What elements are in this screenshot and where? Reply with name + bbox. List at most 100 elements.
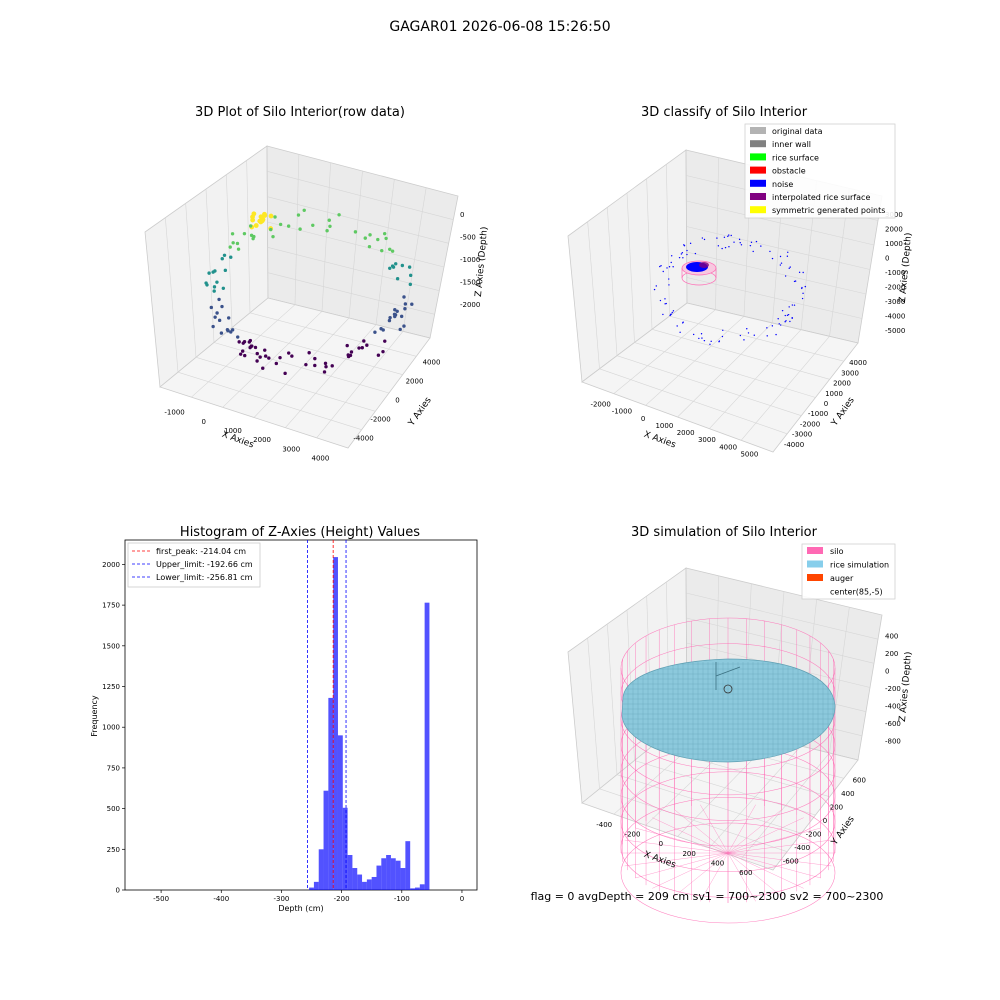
noise-point [692,333,695,336]
raw-x-tick: -1000 [164,409,184,417]
classify-z-tick: -4000 [885,312,905,320]
simulation-legend: silo rice simulation auger center(85,-5) [801,543,896,600]
noise-point [678,256,681,259]
histogram-legend: first_peak: -214.04 cm Upper_limit: -192.… [127,542,261,588]
histogram-bar [405,841,411,890]
histogram-legend-label: first_peak: -214.04 cm [156,547,246,556]
raw-x-tick: 3000 [282,445,300,453]
histogram-bar [424,602,430,890]
panel-classify-title: 3D classify of Silo Interior [641,105,808,120]
raw-tick-labels: -1000 0 1000 2000 3000 4000 -4000 -2000 0 2000 400… [164,211,480,462]
histogram-bar [410,888,415,890]
noise-point [769,250,771,253]
noise-point [798,271,801,274]
raw-point [241,349,245,353]
noise-point [723,236,726,239]
noise-point [664,303,666,305]
raw-point [278,222,283,227]
raw-point [290,354,294,358]
histogram-bar [381,858,387,890]
histogram-bar [337,735,343,890]
raw-y-tick: 2000 [406,378,424,386]
noise-point [766,327,768,329]
raw-point [286,224,291,228]
noise-point [766,335,768,337]
raw-point [403,307,407,311]
classify-x-tick: 4000 [719,443,737,451]
raw-point [313,363,317,368]
classify-y-tick: -1000 [808,410,828,418]
raw-point [327,218,331,222]
legend-swatch [807,547,823,554]
noise-point [755,240,758,243]
raw-point [346,353,350,357]
raw-point [395,276,400,281]
legend-label: original data [772,127,823,136]
noise-point [682,321,684,323]
noise-point [750,241,753,244]
raw-point [287,351,291,355]
noise-point [801,297,804,300]
raw-point [253,223,259,228]
noise-point [775,333,777,336]
histogram-bar [309,887,314,890]
noise-point [784,275,787,277]
classify-z-tick: 0 [885,255,889,263]
histogram-title: Histogram of Z-Axies (Height) Values [180,525,420,540]
raw-point [253,345,258,350]
classify-z-tick: -3000 [885,298,905,306]
simulation-title: 3D simulation of Silo Interior [631,525,818,540]
raw-point [235,241,240,246]
raw-point [402,295,406,299]
raw-point [209,305,214,310]
noise-point [670,261,672,264]
noise-point [784,314,786,317]
raw-point [394,262,398,266]
raw-point [220,257,224,261]
noise-point [771,325,774,327]
noise-point [728,234,730,236]
raw-point [230,232,235,236]
raw-y-tick: 4000 [423,359,441,367]
legend-swatch [750,193,766,200]
raw-x-tick: 1000 [224,427,242,435]
noise-point [789,266,791,268]
raw-point [393,307,397,312]
raw-point [258,355,262,359]
raw-z-tick: -1000 [460,256,480,264]
raw-point [325,228,329,233]
noise-point [791,317,793,319]
noise-point [718,340,721,342]
raw-point [408,273,413,278]
raw-point [273,215,277,219]
histogram-bar [328,697,334,890]
legend-swatch [750,206,766,214]
raw-point [407,265,412,269]
raw-point [242,231,247,236]
raw-point [390,249,395,253]
panel-simulation-3d: 3D simulation of Silo Interior -400-2000… [531,525,914,924]
panel-raw-title: 3D Plot of Silo Interior(row data) [195,105,405,120]
raw-point [382,231,387,236]
noise-point [665,302,667,305]
noise-point [670,255,673,257]
raw-point [251,211,257,217]
raw-point [223,268,228,273]
raw-point [237,340,241,344]
noise-point [659,265,661,268]
raw-point [387,318,392,323]
panel-raw-3d: 3D Plot of Silo Interior(row data) -1000… [144,105,490,462]
raw-point [255,351,259,356]
raw-point [211,324,215,329]
histogram-x-tick: -200 [334,895,350,903]
histogram-bars [309,557,430,890]
raw-point [278,355,282,360]
histogram-x-tick: -500 [153,895,169,903]
classify-tick-labels: -2000-1000010002000300040005000-4000-300… [590,211,905,458]
classify-y-tick: -4000 [784,441,804,449]
raw-point [274,361,279,366]
histogram-reference-lines [307,540,347,890]
raw-point [381,349,385,354]
raw-point [307,351,311,355]
